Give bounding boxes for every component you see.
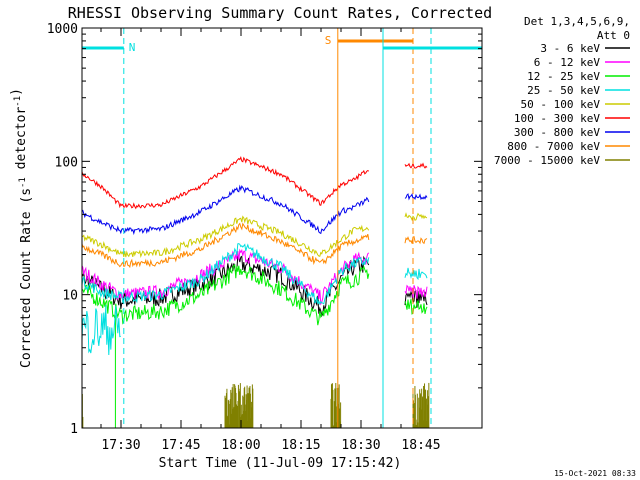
y-axis-label: Corrected Count Rate (s-1 detector-1)	[9, 88, 34, 368]
x-tick-label: 18:15	[281, 438, 320, 453]
cyan-early-segment	[82, 305, 121, 356]
series-late-5	[404, 162, 428, 169]
series-layer	[82, 155, 430, 428]
legend-header: Det 1,3,4,5,6,9,	[524, 15, 630, 28]
series-line-7	[82, 222, 370, 269]
series-line-0	[82, 255, 370, 317]
legend-label: 50 - 100 keV	[521, 98, 601, 111]
legend-header: Att 0	[597, 29, 630, 42]
y-tick-label: 1000	[47, 22, 78, 37]
y-tick-label: 1	[70, 422, 78, 437]
x-tick-label: 18:30	[341, 438, 380, 453]
x-axis-label: Start Time (11-Jul-09 17:15:42)	[159, 456, 402, 471]
x-tick-label: 17:45	[161, 438, 200, 453]
series-late-1	[404, 284, 428, 299]
y-axis: 1 10 100 1000	[47, 22, 482, 437]
timestamp: 15-Oct-2021 08:33	[554, 469, 636, 478]
series-late-6	[404, 193, 428, 201]
series-late-4	[404, 212, 428, 222]
annotation-layer: NS	[82, 28, 482, 428]
series-line-5	[82, 155, 370, 210]
y-tick-label: 10	[62, 289, 78, 304]
series-late-2	[404, 298, 428, 315]
series-line-2	[82, 263, 370, 326]
legend-label: 3 - 6 keV	[540, 42, 600, 55]
x-tick-label: 17:30	[101, 438, 140, 453]
saa-label: S	[325, 34, 332, 47]
series-line-3	[82, 243, 370, 306]
legend-label: 6 - 12 keV	[534, 56, 601, 69]
series-line-6	[82, 184, 370, 236]
legend-label: 12 - 25 keV	[527, 70, 600, 83]
legend-label: 300 - 800 keV	[514, 126, 600, 139]
legend-label: 7000 - 15000 keV	[494, 154, 600, 167]
y-tick-label: 100	[55, 155, 78, 170]
series-late-7	[404, 236, 428, 245]
legend-label: 25 - 50 keV	[527, 84, 600, 97]
series-line-4	[82, 215, 370, 259]
x-tick-label: 18:45	[401, 438, 440, 453]
night-label: N	[129, 41, 136, 54]
legend-label: 800 - 7000 keV	[507, 140, 600, 153]
chart-title: RHESSI Observing Summary Count Rates, Co…	[68, 4, 492, 22]
legend-label: 100 - 300 keV	[514, 112, 600, 125]
series-line-1	[82, 248, 370, 306]
plot-frame	[81, 27, 483, 429]
x-tick-label: 18:00	[221, 438, 260, 453]
x-axis: 17:30 17:45 18:00 18:15 18:30 18:45	[100, 28, 441, 453]
series-late-3	[404, 267, 428, 281]
